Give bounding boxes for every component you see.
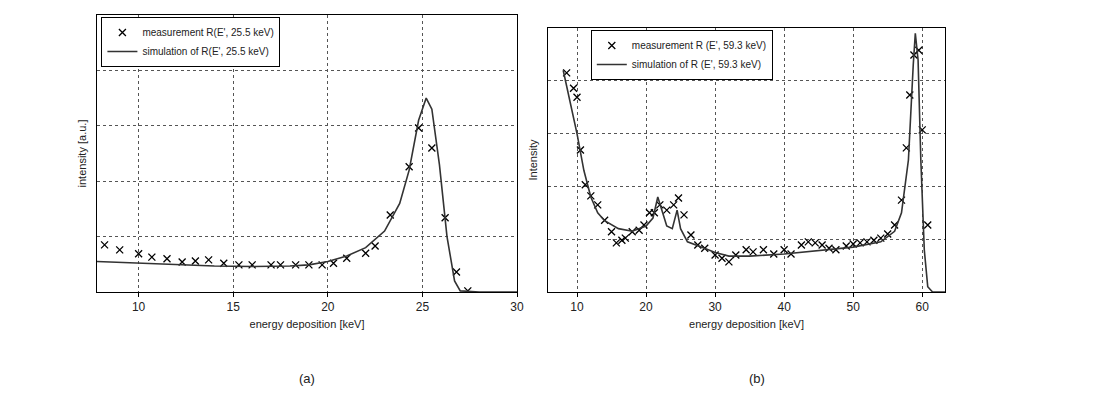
svg-text:25: 25: [416, 300, 430, 314]
svg-text:measurement R (E', 59.3 keV): measurement R (E', 59.3 keV): [632, 40, 766, 51]
svg-text:15: 15: [227, 300, 241, 314]
svg-text:(b): (b): [749, 371, 765, 386]
svg-text:measurement R(E', 25.5 keV): measurement R(E', 25.5 keV): [142, 27, 273, 38]
svg-text:60: 60: [916, 300, 930, 314]
svg-text:energy deposition [keV]: energy deposition [keV]: [689, 318, 804, 330]
svg-text:10: 10: [132, 300, 146, 314]
svg-text:50: 50: [846, 300, 860, 314]
svg-text:20: 20: [639, 300, 653, 314]
svg-text:Intensity: Intensity: [527, 139, 539, 180]
svg-text:simulation of R(E', 25.5 keV): simulation of R(E', 25.5 keV): [142, 46, 268, 57]
svg-text:30: 30: [708, 300, 722, 314]
svg-text:30: 30: [510, 300, 524, 314]
svg-text:10: 10: [570, 300, 584, 314]
svg-text:40: 40: [777, 300, 791, 314]
svg-text:intensity [a.u.]: intensity [a.u.]: [76, 120, 88, 188]
svg-text:energy deposition [keV]: energy deposition [keV]: [250, 318, 365, 330]
svg-text:(a): (a): [299, 371, 315, 386]
svg-text:simulation of R (E', 59.3 keV): simulation of R (E', 59.3 keV): [632, 59, 761, 70]
svg-text:20: 20: [321, 300, 335, 314]
